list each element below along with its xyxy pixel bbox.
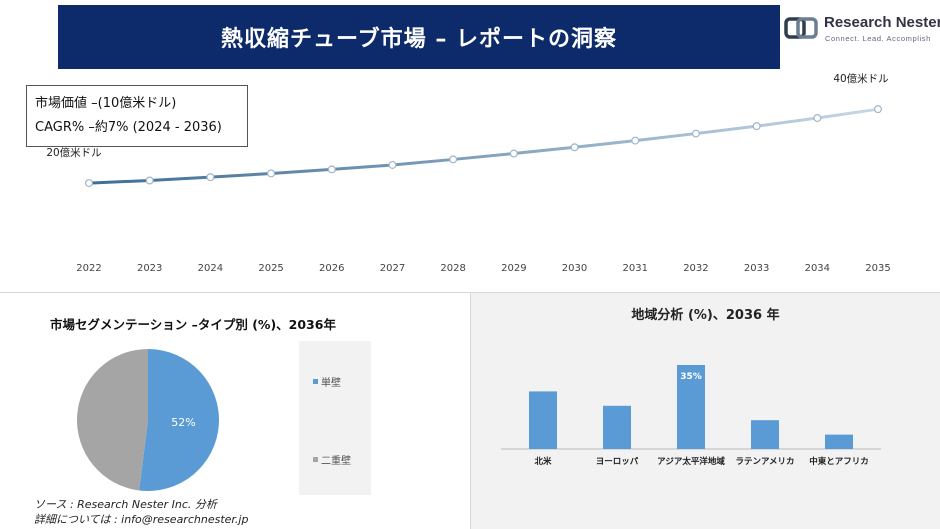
data-point bbox=[631, 136, 640, 145]
x-tick-label: 2027 bbox=[380, 263, 405, 274]
data-point bbox=[206, 173, 215, 182]
category-label: ラテンアメリカ bbox=[735, 457, 794, 467]
legend-swatch bbox=[313, 379, 318, 384]
logo-mark-icon bbox=[784, 17, 818, 39]
data-point bbox=[813, 114, 822, 123]
x-tick-label: 2034 bbox=[805, 263, 830, 274]
report-title-banner: 熱収縮チューブ市場 – レポートの洞察 bbox=[58, 5, 780, 69]
category-label: アジア太平洋地域 bbox=[657, 456, 725, 467]
pie-legend: 単壁 二重壁 bbox=[299, 341, 371, 495]
x-tick-label: 2033 bbox=[744, 263, 769, 274]
research-nester-logo: Research Nester Connect. Lead. Accomplis… bbox=[782, 12, 940, 52]
report-title: 熱収縮チューブ市場 – レポートの洞察 bbox=[221, 27, 617, 52]
pie-slice bbox=[139, 349, 219, 491]
x-tick-label: 2035 bbox=[865, 263, 890, 274]
bar bbox=[825, 434, 853, 449]
x-tick-label: 2025 bbox=[258, 263, 283, 274]
x-tick-label: 2024 bbox=[198, 263, 223, 274]
series-line bbox=[87, 107, 880, 185]
start-value-label: 20億米ドル bbox=[46, 146, 101, 159]
regional-bar-chart: 北米 ヨーロッパ 35% アジア太平洋地域 ラテンアメリカ 中東とアフリカ bbox=[501, 365, 881, 467]
market-value-label: 市場価値 –(10億米ドル) bbox=[35, 96, 177, 111]
data-point bbox=[267, 169, 276, 178]
source-note: ソース : Research Nester Inc. 分析 詳細については : … bbox=[34, 497, 248, 527]
x-tick-label: 2031 bbox=[623, 263, 648, 274]
category-label: ヨーロッパ bbox=[596, 456, 639, 467]
logo-tagline: Connect. Lead. Accomplish bbox=[825, 34, 931, 43]
legend-swatch bbox=[313, 457, 318, 462]
x-tick-label: 2028 bbox=[440, 263, 465, 274]
data-point bbox=[84, 179, 93, 188]
data-point bbox=[752, 122, 761, 131]
x-tick-label: 2026 bbox=[319, 263, 344, 274]
x-tick-label: 2030 bbox=[562, 263, 587, 274]
data-point bbox=[509, 149, 518, 158]
legend-label: 二重壁 bbox=[321, 456, 351, 467]
type-segmentation-pie-chart: 52% bbox=[76, 349, 219, 491]
bar bbox=[751, 420, 779, 449]
legend-item-double-wall: 二重壁 bbox=[313, 452, 351, 467]
cagr-label: CAGR% –約7% (2024 - 2036) bbox=[35, 120, 222, 135]
legend-item-single-wall: 単壁 bbox=[313, 374, 341, 389]
logo-name: Research Nester bbox=[824, 14, 940, 31]
source-line: ソース : Research Nester Inc. 分析 bbox=[34, 498, 217, 511]
panel-divider bbox=[470, 293, 471, 529]
bar-value-label: 35% bbox=[680, 372, 702, 382]
end-value-label: 40億米ドル bbox=[833, 72, 888, 85]
x-tick-label: 2029 bbox=[501, 263, 526, 274]
x-tick-label: 2023 bbox=[137, 263, 162, 274]
bar bbox=[603, 405, 631, 449]
bar bbox=[677, 365, 705, 449]
pie-slice bbox=[76, 349, 148, 491]
contact-line: 詳細については : info@researchnester.jp bbox=[34, 513, 249, 526]
bar bbox=[529, 391, 557, 449]
data-point bbox=[691, 129, 700, 138]
data-point bbox=[449, 155, 458, 164]
segmentation-title: 市場セグメンテーション –タイプ別 (%)、2036年 bbox=[50, 317, 336, 332]
data-point bbox=[873, 105, 882, 114]
data-point bbox=[327, 165, 336, 174]
category-label: 北米 bbox=[534, 456, 552, 467]
section-divider bbox=[0, 292, 940, 293]
data-point bbox=[388, 160, 397, 169]
x-tick-label: 2032 bbox=[683, 263, 708, 274]
data-point bbox=[145, 176, 154, 185]
market-value-box: 市場価値 –(10億米ドル) CAGR% –約7% (2024 - 2036) bbox=[26, 85, 248, 147]
data-point bbox=[570, 143, 579, 152]
market-growth-line-chart: 2022 2023 2024 2025 2026 2027 2028 2029 2030 2031… bbox=[46, 72, 890, 274]
x-tick-label: 2022 bbox=[76, 263, 101, 274]
region-title: 地域分析 (%)、2036 年 bbox=[631, 308, 780, 323]
category-label: 中東とアフリカ bbox=[809, 456, 869, 467]
pie-slice-label: 52% bbox=[171, 416, 195, 429]
legend-label: 単壁 bbox=[321, 378, 341, 389]
